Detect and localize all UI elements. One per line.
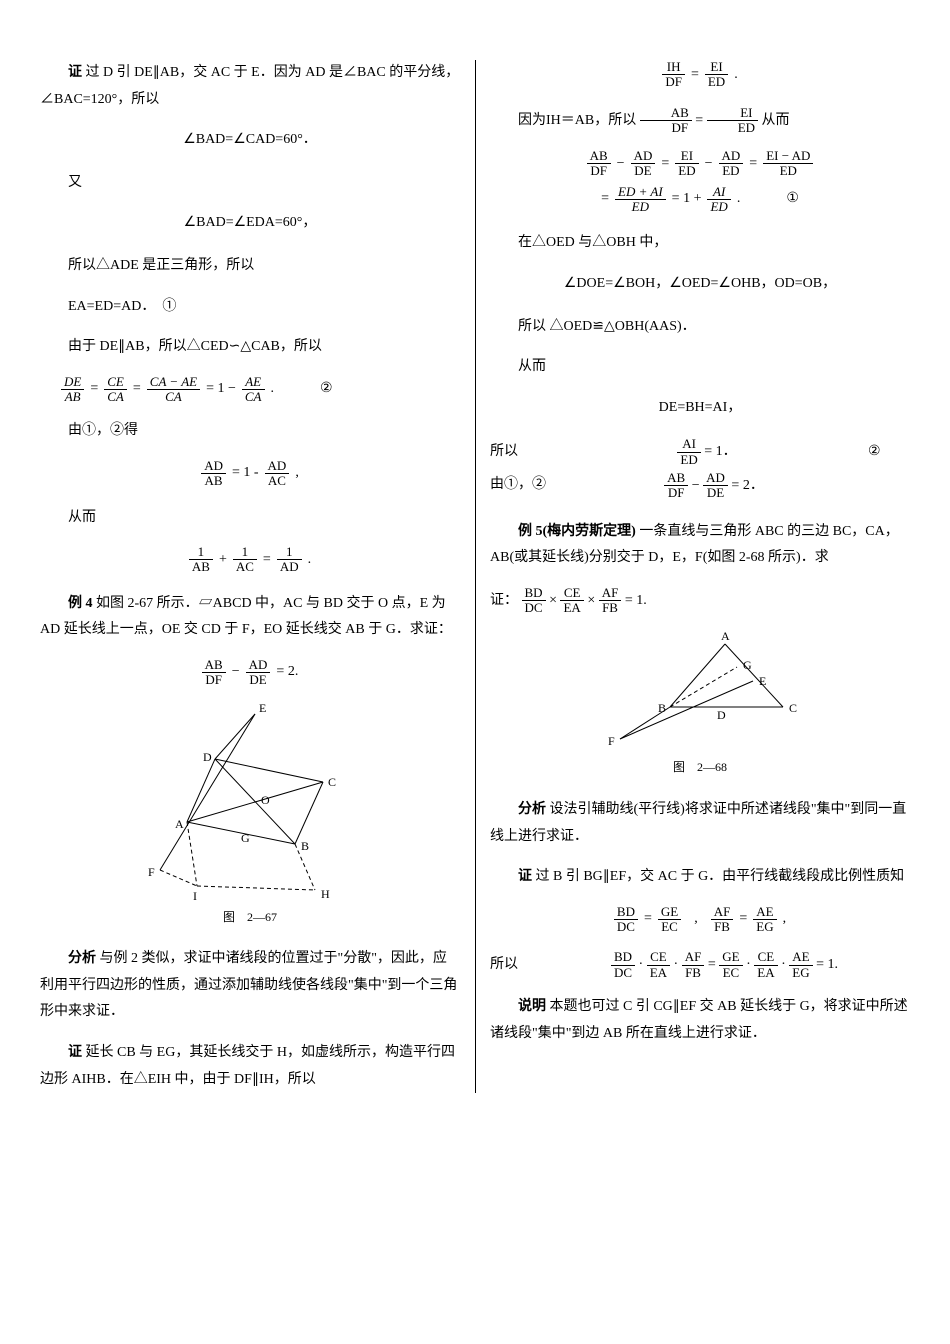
- svg-text:D: D: [717, 708, 726, 722]
- svg-text:B: B: [301, 839, 309, 853]
- eq-frac12-row: 所以 BDDC · CEEA · AFFB = GEEC · CEEA · AE…: [490, 950, 910, 980]
- p16-bold: 分析: [518, 802, 546, 817]
- eq-frac4: ABDF − ADDE = 2.: [40, 658, 460, 688]
- p17-text: 过 B 引 BG∥EF，交 AC 于 G．由平行线截线段成比例性质知: [532, 869, 904, 884]
- p13: 从而: [490, 354, 910, 381]
- eq-frac2: ADAB = 1 - ADAC ,: [40, 459, 460, 489]
- svg-text:E: E: [759, 674, 766, 688]
- svg-text:D: D: [203, 750, 212, 764]
- mark-1b: ①: [786, 186, 799, 213]
- p8-bold: 分析: [68, 951, 96, 966]
- p6: 由①，②得: [40, 418, 460, 445]
- note: 说明 本题也可过 C 引 CG∥EF 交 AB 延长线于 G，将求证中所述诸线段…: [490, 994, 910, 1047]
- analysis-1: 分析 与例 2 类似，求证中诸线段的位置过于"分散"，因此，应利用平行四边形的性…: [40, 946, 460, 1026]
- proof-3: 证 过 B 引 BG∥EF，交 AC 于 G．由平行线截线段成比例性质知: [490, 864, 910, 891]
- mark-2b: ②: [868, 439, 910, 466]
- eq-bad-eda: ∠BAD=∠EDA=60°，: [40, 210, 460, 237]
- svg-text:A: A: [175, 817, 184, 831]
- eq-frac11: BDDC = GEEC , AFFB = AEEG ,: [490, 905, 910, 935]
- svg-text:G: G: [743, 658, 752, 672]
- ex4-text: 如图 2-67 所示．▱ABCD 中，AC 与 BD 交于 O 点，E 为 AD…: [40, 596, 452, 638]
- svg-text:B: B: [658, 701, 666, 715]
- p10: 因为IH＝AB，所以 ABDF = EIED 从而: [490, 106, 910, 136]
- figure-2-67: E D C O A G B F I H 图 2—67: [40, 704, 460, 929]
- analysis-2: 分析 设法引辅助线(平行线)将求证中所述诸线段"集中"到同一直线上进行求证．: [490, 797, 910, 850]
- example5: 例 5(梅内劳斯定理) 一条直线与三角形 ABC 的三边 BC，CA，AB(或其…: [490, 519, 910, 572]
- svg-text:A: A: [721, 629, 730, 643]
- p17-bold: 证: [518, 869, 532, 884]
- svg-text:E: E: [259, 704, 266, 715]
- svg-text:C: C: [789, 701, 797, 715]
- eq-bad-cad: ∠BAD=∠CAD=60°．: [40, 127, 460, 154]
- proof-intro: 证 过 D 引 DE∥AB，交 AC 于 E．因为 AD 是∠BAC 的平分线，…: [40, 60, 460, 113]
- p18-left: 所以: [490, 952, 539, 979]
- p3: 所以△ADE 是正三角形，所以: [40, 253, 460, 280]
- ex4-label: 例 4: [68, 596, 93, 611]
- p10-pre: 因为IH＝AB，所以: [518, 113, 636, 128]
- eq-frac3: 1AB + 1AC = 1AD .: [40, 545, 460, 575]
- figure-2-68: A GE B D C F 图 2—68: [490, 629, 910, 779]
- example4: 例 4 如图 2-67 所示．▱ABCD 中，AC 与 BD 交于 O 点，E …: [40, 591, 460, 644]
- eq4: DE=BH=AI，: [490, 395, 910, 422]
- ex5-label: 例 5(梅内劳斯定理): [518, 524, 636, 539]
- svg-text:F: F: [608, 734, 615, 748]
- p14-left: 所以: [490, 439, 546, 466]
- p8-text: 与例 2 类似，求证中诸线段的位置过于"分散"，因此，应利用平行四边形的性质，通…: [40, 951, 457, 1019]
- p4: EA=ED=AD． ①: [40, 294, 460, 321]
- p11: 在△OED 与△OBH 中，: [490, 230, 910, 257]
- eq-frac1: DEAB = CECA = CA − AECA = 1 − AECA . ②: [40, 375, 460, 405]
- p16-text: 设法引辅助线(平行线)将求证中所述诸线段"集中"到同一直线上进行求证．: [490, 802, 906, 844]
- fig1-caption: 图 2—67: [40, 906, 460, 929]
- p15-left: 由①，②: [490, 472, 560, 499]
- eq-frac5: IHDF = EIED .: [490, 60, 910, 90]
- p5: 由于 DE∥AB，所以△CED∽△CAB，所以: [40, 334, 460, 361]
- svg-text:H: H: [321, 887, 330, 901]
- ex5-line2: 证： BDDC × CEEA × AFFB = 1.: [490, 586, 910, 616]
- svg-text:G: G: [241, 831, 250, 845]
- p12: 所以 △OED≌△OBH(AAS)．: [490, 314, 910, 341]
- p7: 从而: [40, 505, 460, 532]
- p10-post: 从而: [762, 113, 790, 128]
- eq3: ∠DOE=∠BOH，∠OED=∠OHB，OD=OB，: [490, 271, 910, 298]
- eq-frac7: ABDF − ADDE = EIED − ADED = EI − ADED = …: [490, 149, 910, 214]
- p-you: 又: [40, 170, 460, 197]
- label-proof: 证: [68, 65, 82, 80]
- p9-bold: 证: [68, 1045, 82, 1060]
- p9-text: 延长 CB 与 EG，其延长线交于 H，如虚线所示，构造平行四边形 AIHB．在…: [40, 1045, 455, 1087]
- p19-text: 本题也可过 C 引 CG∥EF 交 AB 延长线于 G，将求证中所述诸线段"集中…: [490, 999, 908, 1041]
- p19-bold: 说明: [518, 999, 546, 1014]
- svg-text:O: O: [261, 793, 270, 807]
- eq-frac8-row: 所以 AIED = 1． ② 由①，② ABDF − ADDE = 2．: [490, 437, 910, 500]
- svg-text:I: I: [193, 889, 197, 903]
- p1-text: 过 D 引 DE∥AB，交 AC 于 E．因为 AD 是∠BAC 的平分线，∠B…: [40, 65, 459, 107]
- fig2-caption: 图 2—68: [490, 756, 910, 779]
- svg-text:C: C: [328, 775, 336, 789]
- svg-text:F: F: [148, 865, 155, 879]
- proof-2: 证 延长 CB 与 EG，其延长线交于 H，如虚线所示，构造平行四边形 AIHB…: [40, 1040, 460, 1093]
- mark-2: ②: [320, 376, 333, 403]
